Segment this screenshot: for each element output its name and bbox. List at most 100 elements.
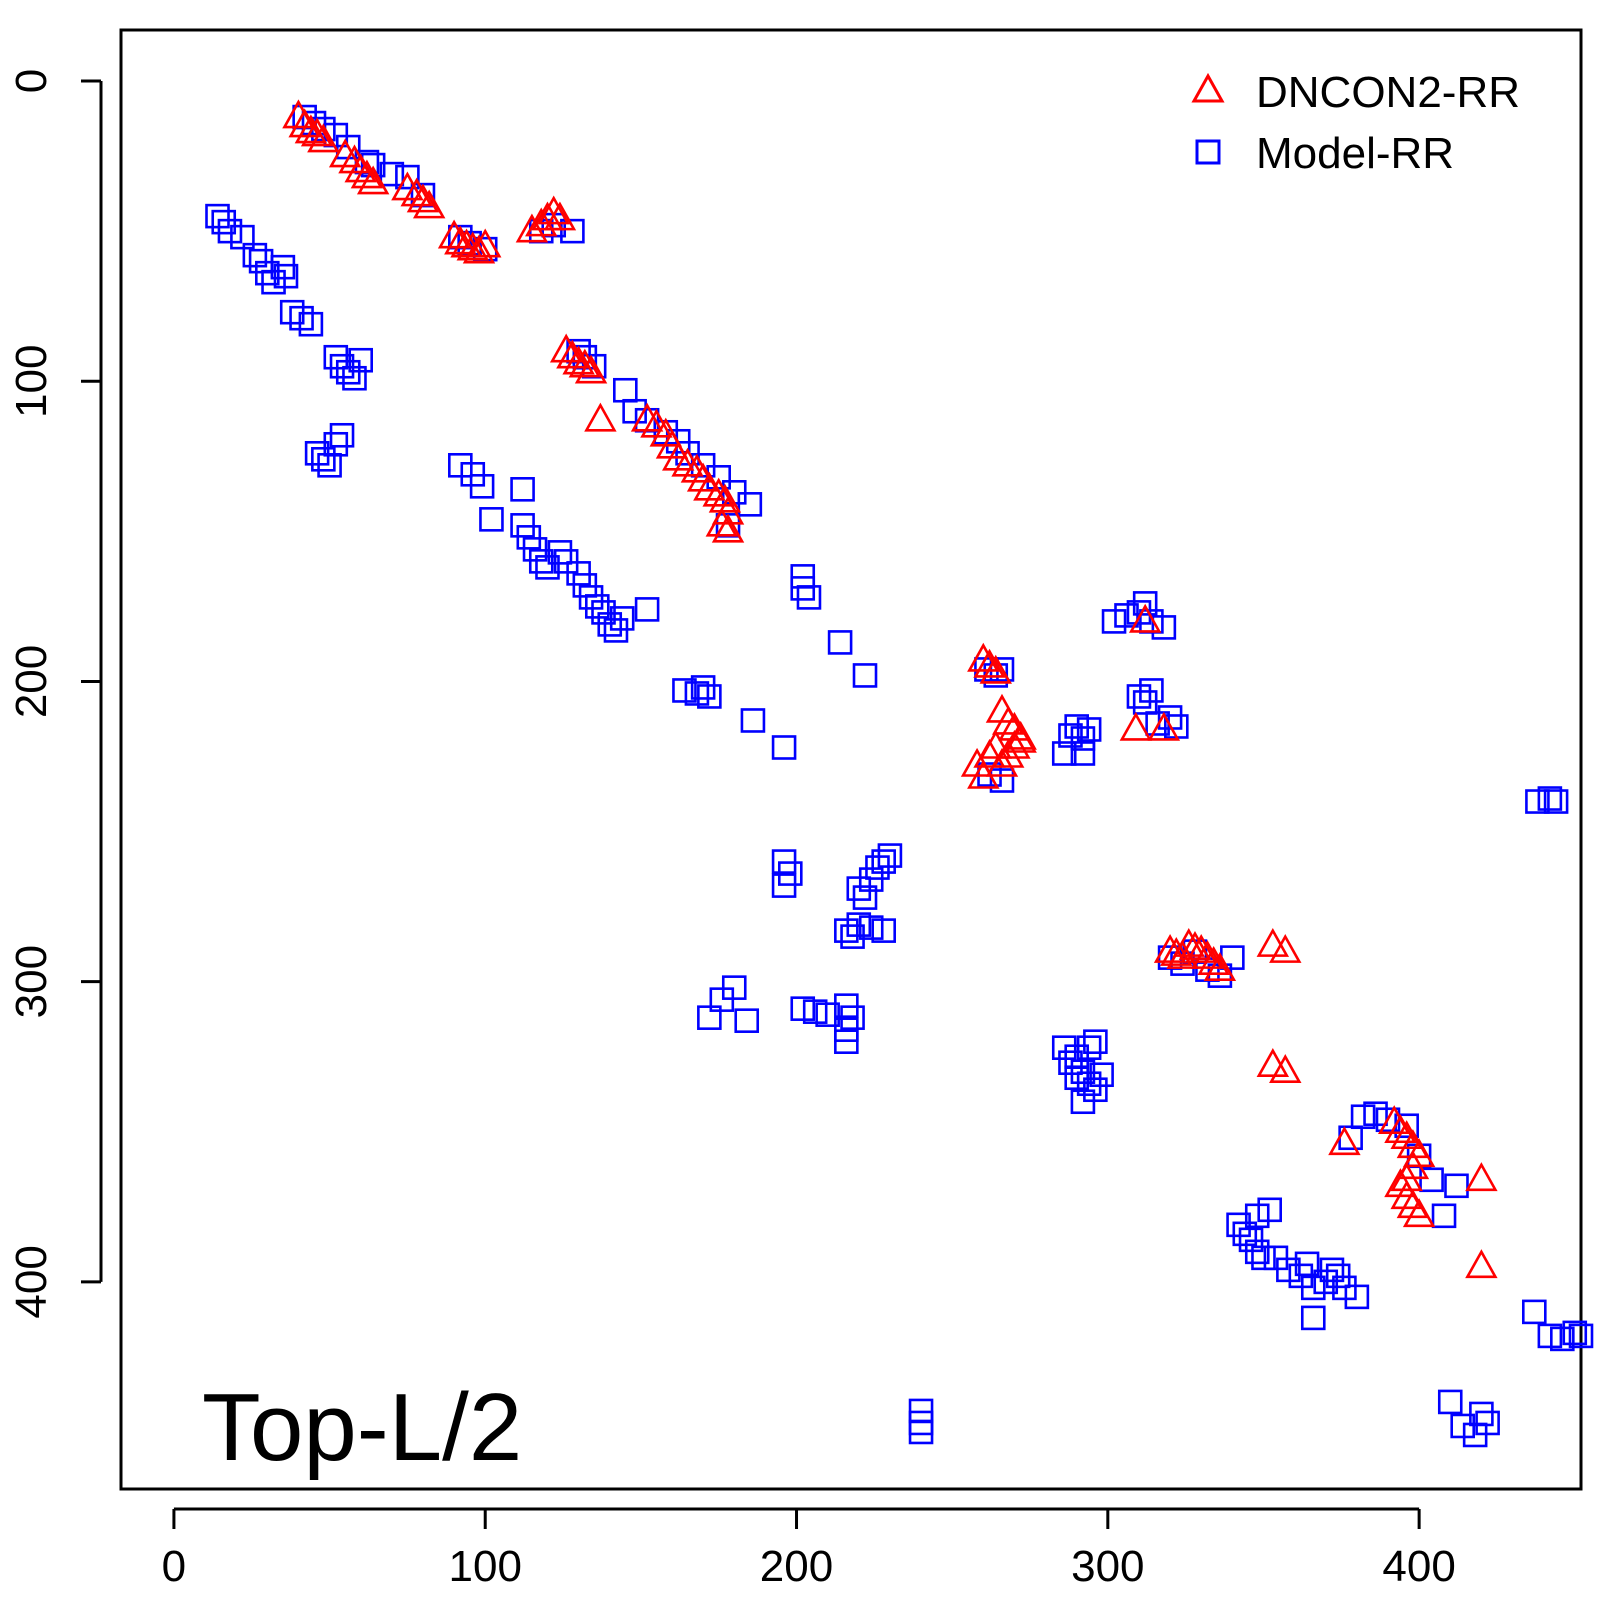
point-dncon2-rr (294, 114, 328, 144)
point-dncon2-rr (1004, 723, 1037, 753)
point-model-rr (1070, 1089, 1096, 1115)
point-model-rr (1058, 723, 1083, 748)
point-model-rr (1257, 1197, 1282, 1223)
point-model-rr (1101, 609, 1127, 634)
point-dncon2-rr (1269, 1054, 1302, 1084)
point-model-rr (448, 452, 473, 478)
point-dncon2-rr (437, 219, 471, 249)
point-model-rr (1058, 1050, 1083, 1076)
point-model-rr (1568, 1323, 1594, 1349)
point-model-rr (1350, 1104, 1376, 1130)
point-dncon2-rr (1256, 1048, 1290, 1078)
point-dncon2-rr (1147, 711, 1181, 741)
point-model-rr (790, 576, 816, 601)
point-model-rr (270, 254, 296, 280)
point-model-rr (1543, 789, 1569, 814)
point-model-rr (858, 915, 884, 940)
point-model-rr (1276, 1257, 1301, 1283)
point-dncon2-rr (450, 228, 483, 258)
point-model-rr (622, 398, 647, 424)
point-model-rr (1226, 1212, 1251, 1238)
point-model-rr (1051, 741, 1077, 766)
point-model-rr (1300, 1305, 1326, 1331)
legend: DNCON2-RR Model-RR (1191, 68, 1520, 178)
point-model-rr (323, 344, 349, 370)
point-model-rr (1244, 1239, 1270, 1265)
point-model-rr (1126, 684, 1152, 709)
point-model-rr (1525, 789, 1550, 814)
point-model-rr (547, 540, 573, 565)
point-dncon2-rr (456, 231, 489, 261)
point-dncon2-rr (973, 648, 1006, 678)
point-model-rr (528, 549, 554, 574)
point-model-rr (1537, 1323, 1563, 1349)
point-model-rr (1537, 786, 1563, 811)
point-dncon2-rr (702, 477, 735, 507)
point-dncon2-rr (406, 183, 440, 213)
point-model-rr (852, 663, 878, 688)
point-dncon2-rr (1119, 711, 1153, 741)
point-model-rr (834, 1029, 859, 1054)
point-model-rr (697, 684, 722, 709)
point-model-rr (1132, 591, 1158, 616)
point-model-rr (1562, 1320, 1588, 1346)
y-tick-label: 200 (7, 645, 56, 718)
point-dncon2-rr (1191, 939, 1224, 969)
point-dncon2-rr (1128, 603, 1162, 633)
point-model-rr (1157, 705, 1183, 730)
point-model-rr (1051, 1035, 1077, 1060)
point-model-rr (584, 594, 610, 619)
x-tick-label: 0 (162, 1542, 186, 1591)
point-model-rr (298, 311, 324, 337)
point-dncon2-rr (444, 225, 477, 255)
point-model-rr (535, 555, 560, 580)
point-dncon2-rr (1465, 1162, 1498, 1192)
x-tick-label: 200 (760, 1542, 833, 1591)
point-model-rr (1076, 1035, 1102, 1060)
point-model-rr (613, 377, 638, 403)
point-model-rr (1319, 1257, 1345, 1283)
point-dncon2-rr (1184, 933, 1218, 963)
point-model-rr (1089, 1062, 1114, 1088)
point-dncon2-rr (979, 654, 1012, 684)
point-model-rr (684, 681, 710, 706)
point-dncon2-rr (344, 153, 377, 183)
point-dncon2-rr (705, 507, 739, 537)
point-model-rr (273, 263, 299, 289)
point-model-rr (734, 1008, 760, 1033)
point-model-rr (1469, 1401, 1494, 1427)
point-model-rr (1522, 1299, 1547, 1325)
point-model-rr (329, 422, 355, 448)
point-model-rr (1344, 1284, 1370, 1310)
annotation-top-l2: Top-L/2 (202, 1374, 522, 1481)
point-model-rr (479, 507, 504, 532)
point-model-rr (379, 161, 405, 187)
point-model-rr (217, 218, 243, 244)
point-dncon2-rr (973, 738, 1006, 768)
point-model-rr (211, 209, 237, 235)
point-model-rr (1294, 1251, 1320, 1277)
point-dncon2-rr (562, 345, 595, 375)
series-dncon2-rr (282, 99, 1498, 1279)
point-model-rr (846, 876, 872, 901)
point-dncon2-rr (400, 177, 433, 207)
point-dncon2-rr (543, 201, 577, 231)
point-model-rr (740, 708, 766, 733)
point-model-rr (1550, 1326, 1575, 1352)
point-model-rr (790, 996, 816, 1021)
point-dncon2-rr (1178, 930, 1212, 960)
point-model-rr (1070, 726, 1096, 751)
point-model-rr (1332, 1275, 1357, 1301)
point-model-rr (989, 768, 1015, 793)
point-model-rr (1419, 1167, 1444, 1193)
point-model-rr (827, 630, 853, 655)
point-model-rr (815, 1002, 840, 1027)
point-dncon2-rr (568, 348, 602, 378)
point-model-rr (311, 446, 336, 472)
point-model-rr (578, 585, 604, 610)
point-model-rr (469, 474, 495, 499)
point-dncon2-rr (1465, 1249, 1498, 1279)
point-dncon2-rr (708, 483, 742, 513)
point-dncon2-rr (1203, 951, 1237, 981)
